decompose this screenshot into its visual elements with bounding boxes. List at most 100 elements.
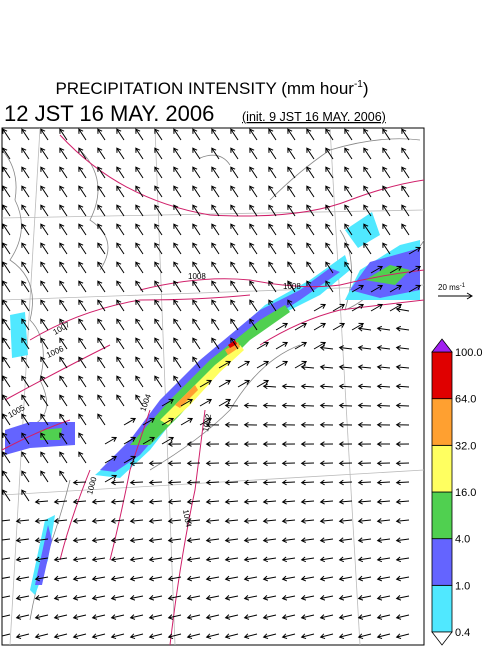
wind-arrow [167, 460, 182, 467]
wind-arrow [154, 280, 163, 293]
colorbar-label: 1.0 [455, 580, 470, 592]
wind-arrow [167, 441, 182, 447]
wind-arrow [300, 460, 315, 467]
wind-arrow [300, 441, 315, 447]
title-close: ) [363, 79, 369, 98]
wind-arrow [306, 147, 315, 160]
wind-arrow [2, 375, 11, 388]
wind-arrow [363, 147, 372, 160]
wind-arrow [59, 128, 68, 141]
wind-arrow [59, 242, 68, 255]
wind-arrow [243, 441, 258, 447]
wind-arrow [376, 345, 391, 351]
wind-arrow [382, 128, 391, 141]
wind-arrow [401, 204, 410, 217]
wind-arrow [173, 299, 182, 312]
wind-arrow [262, 633, 277, 640]
colorbar-segment [431, 584, 453, 633]
wind-arrow [34, 595, 49, 601]
wind-arrow [357, 614, 372, 620]
wind-arrow [91, 575, 106, 582]
wind-arrow [78, 356, 87, 369]
wind-arrow [205, 479, 220, 486]
wind-arrow [78, 185, 87, 198]
wind-arrow [116, 128, 125, 141]
wind-arrow [281, 575, 296, 582]
wind-arrow [306, 204, 315, 217]
wind-arrow [142, 436, 155, 445]
wind-arrow [173, 318, 182, 331]
wind-arrow [21, 356, 30, 369]
wind-arrow [72, 575, 87, 582]
wind-arrow [167, 498, 182, 505]
wind-arrow [135, 337, 144, 350]
wind-arrow [344, 223, 353, 236]
wind-arrow [205, 556, 220, 563]
wind-arrow [287, 128, 296, 141]
colorbar-label: 64.0 [455, 394, 476, 406]
wind-arrow [395, 306, 410, 313]
wind-arrow [2, 432, 11, 445]
wind-arrow [205, 537, 220, 543]
wind-arrow [395, 518, 410, 524]
wind-arrow [319, 556, 334, 563]
wind-arrow [243, 498, 258, 505]
wind-arrow [116, 375, 125, 388]
wind-arrow [40, 147, 49, 160]
wind-arrow [344, 147, 353, 160]
wind-arrow [224, 460, 239, 467]
wind-arrow [268, 185, 277, 198]
wind-arrow [78, 166, 87, 179]
wind-arrow [395, 537, 410, 543]
wind-arrow [186, 575, 201, 582]
wind-arrow [59, 204, 68, 217]
init-time: (init. 9 JST 16 MAY. 2006) [242, 110, 386, 124]
wind-arrow [21, 261, 30, 274]
wind-arrow [91, 518, 106, 524]
wind-arrow [230, 299, 239, 312]
wind-arrow [161, 398, 174, 407]
wind-arrow [173, 242, 182, 255]
wind-arrow [192, 261, 201, 274]
wind-arrow [382, 147, 391, 160]
wind-arrow [357, 498, 372, 505]
wind-arrow [97, 261, 106, 274]
wind-arrow [40, 242, 49, 255]
wind-arrow [116, 204, 125, 217]
wind-arrow [325, 166, 334, 179]
wind-arrow [300, 633, 315, 640]
wind-arrow [135, 299, 144, 312]
wind-arrow [319, 402, 334, 409]
wind-arrow [142, 417, 155, 426]
wind-arrow [376, 537, 391, 543]
wind-arrow [357, 518, 372, 524]
wind-arrow [249, 299, 258, 312]
wind-arrow [243, 460, 258, 467]
wind-arrow [338, 383, 353, 390]
wind-arrow [91, 614, 106, 620]
wind-arrow [382, 223, 391, 236]
wind-arrow [59, 185, 68, 198]
wind-arrow [376, 383, 391, 390]
wind-arrow [357, 441, 372, 447]
wind-arrow [129, 633, 144, 640]
wind-arrow [2, 223, 11, 236]
wind-arrow [59, 147, 68, 160]
wind-arrow [116, 166, 125, 179]
precipitation [5, 212, 420, 595]
wind-arrow [268, 280, 277, 293]
wind-arrow [224, 402, 239, 409]
wind-arrow [97, 318, 106, 331]
wind-arrow [395, 614, 410, 620]
wind-arrow [91, 537, 106, 543]
wind-arrow [2, 576, 11, 581]
wind-arrow [15, 556, 30, 563]
wind-arrow [262, 422, 277, 428]
map-frame: 1008 1008 1007 1006 1005 1004 1002 1000 … [1, 127, 425, 646]
wind-arrow [224, 537, 239, 543]
wind-arrow [262, 575, 277, 582]
wind-arrow [389, 265, 402, 274]
wind-arrow [401, 166, 410, 179]
wind-arrow [15, 518, 30, 524]
wind-arrow [97, 280, 106, 293]
